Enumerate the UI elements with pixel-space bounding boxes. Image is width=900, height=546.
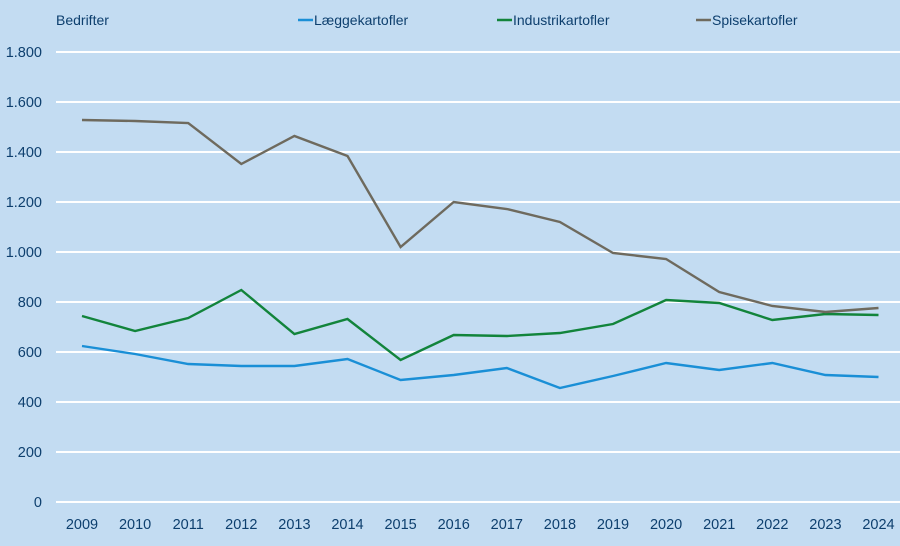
- x-tick-label: 2018: [544, 517, 576, 533]
- x-tick-label: 2023: [809, 517, 841, 533]
- y-tick-label: 0: [34, 495, 42, 511]
- x-tick-label: 2009: [66, 517, 98, 533]
- x-tick-label: 2019: [597, 517, 629, 533]
- x-axis-ticks: 2009 2010 2011 2012 2013 2014 2015 2016 2017 2018…: [66, 517, 895, 533]
- x-tick-label: 2010: [119, 517, 151, 533]
- legend: Læggekartofler Industrikartofler Spisekart…: [298, 12, 798, 28]
- y-tick-label: 200: [18, 445, 42, 461]
- x-tick-label: 2013: [278, 517, 310, 533]
- y-axis-ticks: 0 200 400 600 800 1.000 1.200 1.400 1.600 1.800: [6, 45, 42, 511]
- x-tick-label: 2012: [225, 517, 257, 533]
- y-tick-label: 600: [18, 345, 42, 361]
- x-tick-label: 2016: [438, 517, 470, 533]
- y-tick-label: 400: [18, 395, 42, 411]
- y-tick-label: 800: [18, 295, 42, 311]
- y-tick-label: 1.200: [6, 195, 42, 211]
- x-tick-label: 2015: [384, 517, 416, 533]
- gridlines: [56, 51, 900, 503]
- y-tick-label: 1.000: [6, 245, 42, 261]
- series-lines: [81, 118, 879, 390]
- legend-label: Spisekartofler: [712, 12, 798, 28]
- y-tick-label: 1.400: [6, 145, 42, 161]
- legend-label: Læggekartofler: [314, 12, 409, 28]
- y-tick-label: 1.600: [6, 95, 42, 111]
- y-tick-label: 1.800: [6, 45, 42, 61]
- x-tick-label: 2020: [650, 517, 682, 533]
- y-axis-title: Bedrifter: [56, 12, 109, 28]
- x-tick-label: 2024: [862, 517, 894, 533]
- series-line-industrikartofler: [81, 288, 879, 362]
- x-tick-label: 2014: [331, 517, 363, 533]
- series-line-læggekartofler: [81, 344, 879, 390]
- legend-label: Industrikartofler: [513, 12, 610, 28]
- x-tick-label: 2011: [173, 517, 204, 533]
- x-tick-label: 2021: [703, 517, 735, 533]
- series-line-spisekartofler: [81, 118, 879, 314]
- x-tick-label: 2022: [756, 517, 788, 533]
- x-tick-label: 2017: [491, 517, 523, 533]
